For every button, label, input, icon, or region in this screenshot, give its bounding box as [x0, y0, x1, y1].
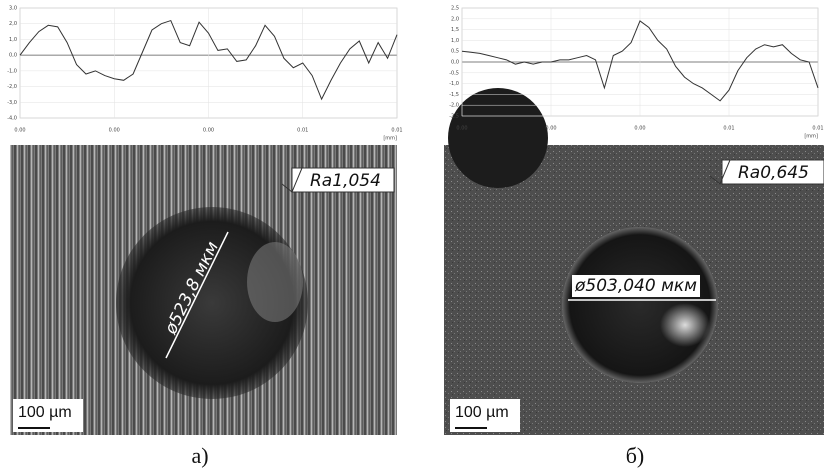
x-tick-label: 0.00: [456, 126, 467, 132]
roughness-label: Ra1,054: [310, 171, 381, 191]
y-tick-label: -0,5: [449, 70, 459, 76]
y-tick-label: -1,0: [7, 68, 17, 74]
y-tick-label: 1,0: [9, 37, 17, 43]
y-tick-label: -2,5: [449, 114, 459, 120]
highlight: [247, 242, 303, 322]
x-axis-label: [mm]: [383, 136, 397, 142]
y-tick-label: 2,0: [9, 21, 17, 27]
x-tick-label: 0.01: [391, 128, 402, 134]
pit: [448, 88, 548, 188]
y-tick-label: 2,5: [451, 6, 459, 12]
highlight: [660, 303, 710, 347]
y-tick-label: 1,0: [451, 38, 459, 44]
x-tick-label: 0.00: [634, 126, 645, 132]
y-tick-label: 0,5: [451, 49, 459, 55]
x-axis-label: [mm]: [804, 134, 818, 140]
y-tick-label: -3,0: [7, 100, 17, 106]
x-tick-label: 0.00: [109, 128, 120, 134]
x-tick-label: 0.00: [14, 128, 25, 134]
figure: Ra1,054 ø523,8 мкм 100 µm а) Ra0,645 ø50…: [0, 0, 824, 471]
caption: а): [191, 443, 208, 468]
y-tick-label: -2,0: [7, 84, 17, 90]
scale-bar-label: 100 µm: [18, 404, 72, 421]
x-tick-label: 0.00: [203, 128, 214, 134]
y-tick-label: 2,0: [451, 16, 459, 22]
roughness-label: Ra0,645: [738, 163, 809, 183]
x-tick-label: 0.00: [545, 126, 556, 132]
y-tick-label: -1,0: [449, 81, 459, 87]
y-tick-label: 0,0: [451, 60, 459, 66]
x-tick-label: 0.01: [812, 126, 823, 132]
x-tick-label: 0.01: [723, 126, 734, 132]
y-tick-label: -1,5: [449, 92, 459, 98]
y-tick-label: 0,0: [9, 53, 17, 59]
y-tick-label: 3,0: [9, 6, 17, 12]
caption: б): [626, 443, 645, 468]
y-tick-label: 1,5: [451, 27, 459, 33]
diameter-label: ø503,040 мкм: [574, 276, 697, 296]
x-tick-label: 0.01: [297, 128, 308, 134]
y-tick-label: -2,0: [449, 103, 459, 109]
y-tick-label: -4,0: [7, 116, 17, 122]
scale-bar-label: 100 µm: [455, 404, 509, 421]
